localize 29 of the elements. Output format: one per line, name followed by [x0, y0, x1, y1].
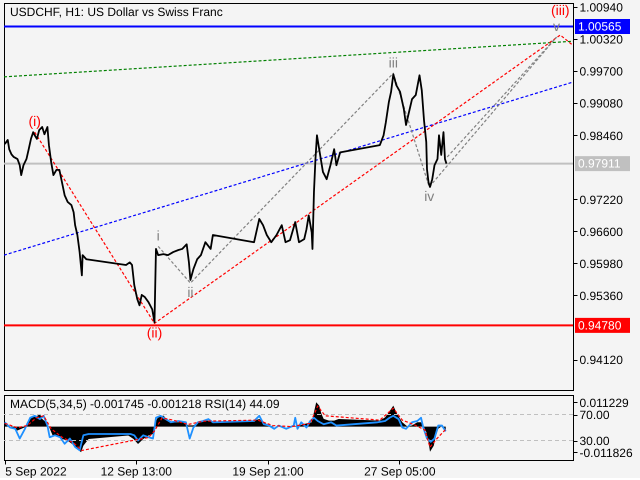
- y-tick-label: 0.96600: [580, 224, 624, 239]
- annotation: (iii): [550, 2, 570, 18]
- x-tick-label: 12 Sep 13:00: [100, 464, 172, 478]
- chart-title: USDCHF, H1: US Dollar vs Swiss Franc: [10, 5, 223, 19]
- annotation: ii: [187, 284, 194, 300]
- y-tick-label: 0.94120: [580, 353, 624, 368]
- y-tick-label: 0.98460: [580, 128, 624, 143]
- annotation: i: [156, 227, 160, 244]
- y-tick-label: 0.99700: [580, 64, 624, 79]
- ref-line-label: 1.00565: [578, 20, 622, 34]
- y2-tick-label: 70.00: [580, 408, 610, 422]
- annotation: iii: [388, 54, 398, 70]
- y-tick-label: 0.99080: [580, 96, 624, 111]
- y-tick-label: 0.97220: [580, 192, 624, 207]
- x-tick-label: 5 Sep 2022: [5, 464, 67, 478]
- y-tick-label: 0.011229: [580, 396, 629, 410]
- ref-line-label: 0.94780: [578, 318, 622, 332]
- y-tick-label: 1.00940: [580, 0, 624, 15]
- y-tick-label: -0.011826: [580, 446, 633, 460]
- y-tick-label: 0.95980: [580, 256, 624, 271]
- x-tick-label: 19 Sep 21:00: [232, 464, 304, 478]
- y2-tick-label: 30.00: [580, 434, 610, 448]
- annotation: (ii): [146, 324, 162, 340]
- x-tick-label: 27 Sep 05:00: [364, 464, 436, 478]
- ref-line-label: 0.97911: [578, 156, 621, 171]
- y-tick-label: 1.00320: [580, 32, 624, 47]
- annotation: (i): [28, 113, 41, 130]
- y-tick-label: 0.95360: [580, 288, 624, 303]
- annotation: iv: [424, 188, 434, 204]
